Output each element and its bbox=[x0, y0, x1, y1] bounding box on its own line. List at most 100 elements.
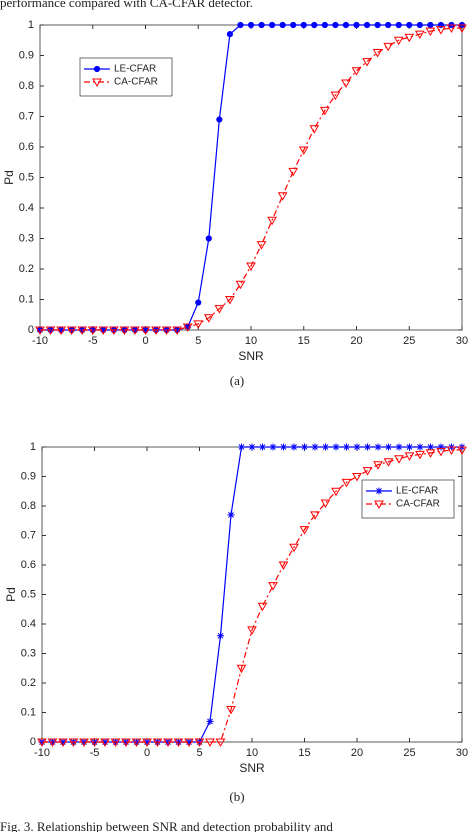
point bbox=[247, 626, 257, 635]
point bbox=[300, 21, 307, 29]
point bbox=[416, 21, 423, 29]
point bbox=[427, 21, 434, 29]
point bbox=[414, 30, 425, 40]
point bbox=[436, 447, 446, 457]
legend-label: LE-CFAR bbox=[114, 64, 156, 75]
point bbox=[131, 738, 142, 748]
point bbox=[385, 21, 392, 29]
point bbox=[227, 511, 235, 519]
y-tick-label: 1 bbox=[28, 19, 34, 31]
point bbox=[446, 24, 457, 34]
point bbox=[301, 443, 308, 451]
legend-marker bbox=[375, 487, 383, 495]
x-axis-label: SNR bbox=[238, 349, 264, 363]
point bbox=[130, 326, 140, 336]
point bbox=[406, 21, 413, 29]
panel-caption: (a) bbox=[230, 373, 244, 388]
legend-box bbox=[361, 479, 455, 519]
y-axis-label: Pd bbox=[2, 170, 16, 185]
point bbox=[457, 24, 467, 34]
x-tick-label: -5 bbox=[88, 335, 98, 347]
x-tick-label: 0 bbox=[142, 335, 148, 347]
y-tick-label: 0.5 bbox=[21, 588, 36, 600]
point bbox=[247, 21, 255, 29]
y-tick-label: 0.1 bbox=[19, 293, 34, 305]
point bbox=[383, 42, 394, 52]
point bbox=[100, 738, 110, 748]
point bbox=[341, 478, 352, 488]
point bbox=[257, 602, 268, 612]
point bbox=[185, 738, 193, 746]
y-tick-label: 0.8 bbox=[21, 500, 36, 512]
point bbox=[238, 443, 245, 451]
point bbox=[364, 443, 371, 451]
point bbox=[152, 738, 163, 748]
y-tick-label: 0.3 bbox=[21, 647, 36, 659]
y-tick-label: 0 bbox=[30, 736, 36, 748]
x-tick-label: 15 bbox=[298, 335, 310, 347]
point bbox=[194, 738, 205, 748]
point bbox=[279, 21, 286, 29]
point bbox=[195, 299, 202, 306]
point bbox=[353, 443, 361, 451]
point bbox=[351, 67, 362, 76]
y-tick-label: 0.6 bbox=[21, 559, 36, 571]
point bbox=[235, 280, 246, 290]
x-tick-label: 25 bbox=[403, 747, 415, 759]
point bbox=[416, 443, 424, 451]
point bbox=[226, 31, 233, 38]
point bbox=[151, 326, 161, 336]
point bbox=[140, 326, 151, 336]
y-tick-label: 0.4 bbox=[21, 618, 36, 630]
y-tick-label: 0.2 bbox=[21, 677, 36, 689]
point bbox=[425, 449, 436, 458]
point bbox=[394, 455, 404, 464]
point bbox=[98, 326, 109, 336]
point bbox=[342, 21, 350, 29]
point bbox=[374, 21, 381, 29]
legend-label: CA-CFAR bbox=[396, 499, 440, 510]
point bbox=[341, 79, 351, 88]
y-tick-label: 0.9 bbox=[19, 49, 34, 61]
point bbox=[205, 738, 215, 748]
point bbox=[321, 21, 328, 29]
x-tick-label: 0 bbox=[144, 747, 150, 759]
point bbox=[163, 738, 173, 748]
point bbox=[121, 738, 131, 748]
point bbox=[108, 326, 119, 336]
y-tick-label: 0 bbox=[28, 324, 34, 336]
point bbox=[332, 443, 340, 451]
x-tick-label: 15 bbox=[298, 747, 310, 759]
point bbox=[256, 241, 267, 250]
point bbox=[427, 443, 434, 451]
legend-marker bbox=[92, 78, 102, 88]
series-line bbox=[42, 449, 462, 743]
legend-marker bbox=[93, 65, 101, 73]
point bbox=[319, 106, 330, 116]
x-tick-label: -5 bbox=[90, 747, 100, 759]
x-tick-label: 5 bbox=[196, 747, 202, 759]
point bbox=[101, 738, 109, 746]
point bbox=[269, 443, 277, 451]
point bbox=[363, 21, 371, 29]
point bbox=[68, 738, 79, 748]
point bbox=[288, 167, 299, 177]
point bbox=[259, 443, 266, 451]
point bbox=[298, 146, 309, 156]
point bbox=[415, 450, 425, 460]
point bbox=[277, 192, 288, 201]
legend-label: CA-CFAR bbox=[114, 77, 158, 88]
point bbox=[142, 738, 152, 748]
point bbox=[35, 326, 45, 336]
point bbox=[226, 706, 236, 715]
point bbox=[143, 738, 151, 746]
point bbox=[290, 21, 297, 29]
y-tick-label: 0.7 bbox=[19, 110, 34, 122]
point bbox=[205, 235, 212, 242]
legend-label: LE-CFAR bbox=[396, 486, 438, 497]
point bbox=[184, 738, 194, 748]
y-tick-label: 0.1 bbox=[21, 706, 36, 718]
intro-text: performance compared with CA-CFAR detect… bbox=[0, 0, 253, 10]
point bbox=[87, 326, 98, 336]
